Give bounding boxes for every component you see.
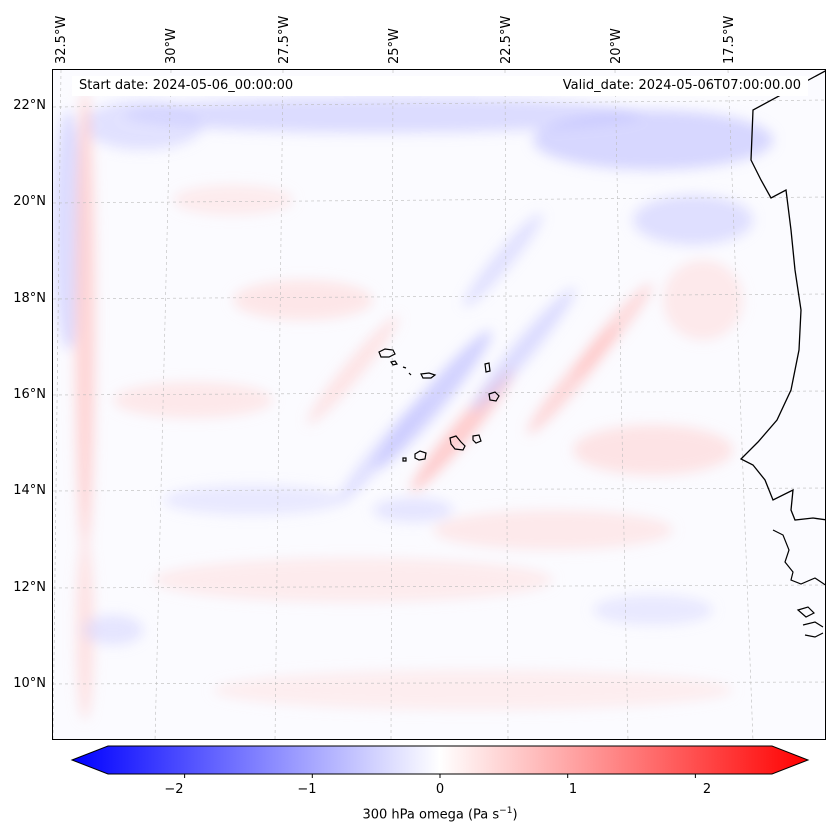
lon-label-17-5w: 17.5°W: [722, 15, 737, 64]
lon-label-30w: 30°W: [164, 28, 179, 64]
lon-label-20w: 20°W: [609, 28, 624, 64]
cape-verde-islands: [378, 348, 500, 462]
lon-label-22-5w: 22.5°W: [499, 15, 514, 64]
lat-label-22n: 22°N: [13, 98, 46, 113]
lat-label-14n: 14°N: [13, 483, 46, 498]
lat-label-18n: 18°N: [13, 291, 46, 306]
lat-label-12n: 12°N: [13, 580, 46, 595]
colorbar-tick-neg1: −1: [297, 782, 317, 797]
colorbar-tick-2: 2: [702, 782, 712, 797]
colorbar-gradient: [70, 745, 810, 775]
colorbar-ticks: [184, 774, 696, 778]
map-panel[interactable]: [52, 69, 826, 740]
lon-label-27-5w: 27.5°W: [277, 15, 292, 64]
colorbar-label-exp: −1: [499, 806, 513, 816]
info-bar: [72, 76, 808, 96]
graticule: [53, 70, 825, 739]
colorbar-tick-1: 1: [568, 782, 578, 797]
colorbar-label: 300 hPa omega (Pa s−1): [0, 806, 837, 822]
coastline: [739, 70, 825, 521]
lat-label-10n: 10°N: [13, 676, 46, 691]
colorbar: [70, 745, 810, 778]
lon-label-25w: 25°W: [387, 28, 402, 64]
valid-date: Valid_date: 2024-05-06T07:00:00.00: [562, 78, 801, 93]
lat-label-20n: 20°N: [13, 194, 46, 209]
lat-label-16n: 16°N: [13, 387, 46, 402]
lon-label-32-5w: 32.5°W: [54, 15, 69, 64]
colorbar-tick-0: 0: [435, 782, 445, 797]
start-date: Start date: 2024-05-06_00:00:00: [79, 78, 294, 93]
colorbar-label-suffix: ): [512, 807, 518, 823]
omega-field: [53, 70, 825, 739]
coastline-south: [772, 529, 825, 638]
omega-anomalies: [53, 90, 773, 720]
colorbar-tick-neg2: −2: [164, 782, 184, 797]
colorbar-label-prefix: 300 hPa omega (Pa s: [362, 807, 500, 823]
